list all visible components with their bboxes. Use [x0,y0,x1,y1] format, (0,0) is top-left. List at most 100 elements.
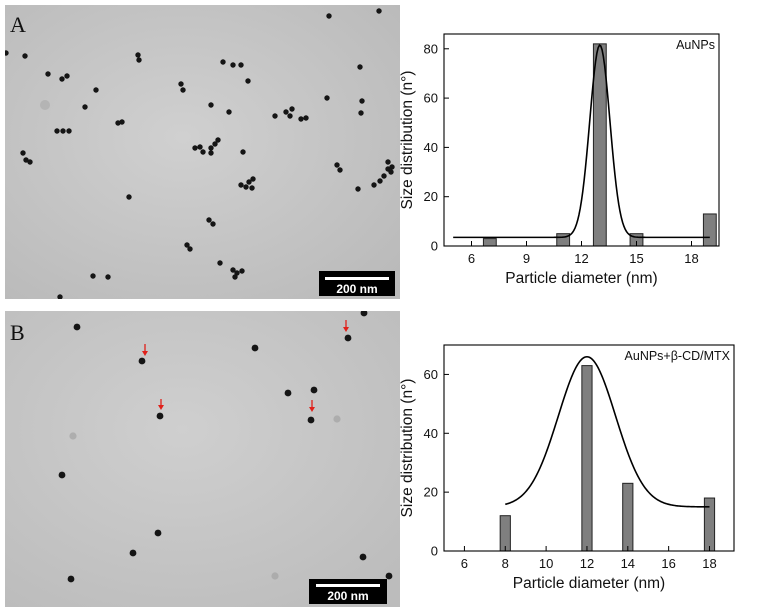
histogram-bar [702,213,717,247]
nanoparticle [232,274,238,280]
x-axis-label: Particle diameter (nm) [505,270,657,287]
nanoparticle [358,110,364,116]
scale-bar-b: 200 nm [309,579,387,604]
nanoparticle [388,169,394,175]
nanoparticle [208,102,214,108]
nanoparticle [93,87,99,93]
nanoparticle [197,144,203,150]
histogram-bar [592,43,607,247]
x-tick-label: 6 [461,556,468,571]
nanoparticle [238,62,244,68]
nanoparticle [156,412,164,420]
tem-image-b-canvas: 200 nm [5,311,400,607]
red-arrow-icon [158,399,164,410]
nanoparticle [376,8,382,14]
nanoparticle [249,185,255,191]
nanoparticle [324,95,330,101]
y-axis-label: Size distribution (n°) [399,71,416,210]
nanoparticle [360,311,368,317]
scale-bar-label-a: 200 nm [336,282,377,296]
tem-image-a: 200 nm [5,5,400,299]
x-tick-label: 10 [539,556,553,571]
nanoparticle [287,113,293,119]
y-tick-label: 20 [424,189,438,204]
nanoparticle [60,128,66,134]
x-axis-label: Particle diameter (nm) [513,575,665,592]
histogram-bar [703,497,716,552]
nanoparticle [389,164,395,170]
x-tick-label: 8 [502,556,509,571]
nanoparticle [243,184,249,190]
nanoparticle [184,242,190,248]
nanoparticle [359,98,365,104]
x-tick-label: 12 [574,251,588,266]
nanoparticles-b [58,311,393,583]
red-arrow-markers [142,320,349,412]
scale-bar-label-b: 200 nm [327,589,368,603]
x-tick-label: 6 [468,251,475,266]
nanoparticle [180,87,186,93]
background-speck [69,432,77,440]
nanoparticle [22,53,28,59]
scale-bar-a: 200 nm [319,271,395,296]
y-tick-label: 60 [424,367,438,382]
nanoparticle [54,128,60,134]
nanoparticle [192,145,198,151]
red-arrow-icon [309,400,315,412]
nanoparticle [289,106,295,112]
nanoparticle [245,78,251,84]
nanoparticle [344,334,352,342]
nanoparticle [58,471,66,479]
nanoparticle [230,267,236,273]
nanoparticle [303,115,309,121]
nanoparticle [90,273,96,279]
nanoparticle [215,137,221,143]
nanoparticle [208,150,214,156]
y-tick-label: 40 [424,140,438,155]
y-tick-label: 60 [424,91,438,106]
nanoparticle [234,270,240,276]
y-tick-label: 80 [424,41,438,56]
nanoparticle [136,57,142,63]
histogram-bar [622,482,634,552]
nanoparticle [240,149,246,155]
nanoparticle [284,389,292,397]
nanoparticle [206,217,212,223]
x-tick-label: 16 [661,556,675,571]
nanoparticle [357,64,363,70]
y-tick-label: 20 [424,485,438,500]
nanoparticle [385,159,391,165]
nanoparticle [210,221,216,227]
histogram-b: 6 8 10 12 14 16 18 0 20 40 60 Particle diameter (nm… [399,335,755,605]
x-tick-label: 15 [629,251,643,266]
nanoparticle [66,128,72,134]
nanoparticle [359,553,367,561]
fit-curve [505,355,710,508]
nanoparticle [20,150,26,156]
nanoparticle [238,182,244,188]
nanoparticle [105,274,111,280]
x-tick-label: 12 [580,556,594,571]
y-tick-label: 40 [424,426,438,441]
nanoparticle [337,167,343,173]
nanoparticle [283,109,289,115]
y-axis-label: Size distribution (n°) [399,379,416,518]
nanoparticle [385,572,393,580]
nanoparticle [64,73,70,79]
histogram-bar [499,515,511,552]
nanoparticle [59,76,65,82]
nanoparticle [250,176,256,182]
nanoparticle [334,162,340,168]
background-speck [40,100,50,110]
nanoparticle [154,529,162,537]
background-speck [333,415,341,423]
fit-curve [453,44,710,239]
nanoparticle [226,109,232,115]
nanoparticle [82,104,88,110]
x-tick-label: 14 [621,556,635,571]
x-tick-label: 18 [702,556,716,571]
x-tick-label: 9 [523,251,530,266]
nanoparticle [208,145,214,151]
histogram-a-svg: 6 9 12 15 18 0 20 40 60 80 Particle diameter (nm) S… [399,33,720,287]
plot-frame [443,344,735,552]
